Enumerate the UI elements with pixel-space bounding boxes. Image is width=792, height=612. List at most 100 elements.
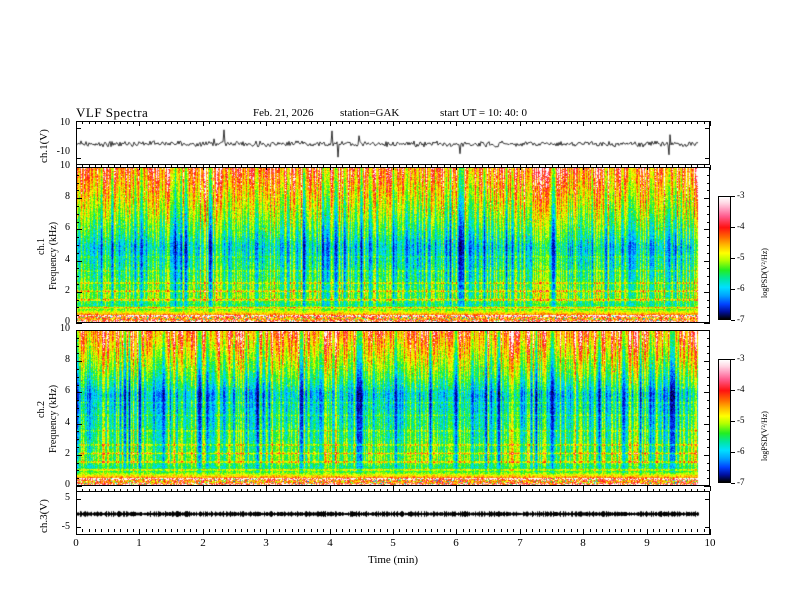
x-minor-tick (691, 529, 692, 532)
p1-bottom-tick (127, 165, 128, 168)
x-minor-tick (387, 529, 388, 532)
p1-bottom-tick (304, 165, 305, 168)
ch1-freq-tickmark-right (704, 323, 710, 324)
ch3-top-tick (672, 488, 673, 491)
ch3-top-tick (323, 488, 324, 491)
colorbar-ch1-tickline (731, 258, 735, 259)
ch3-top-tick (507, 488, 508, 491)
p1-bottom-tick (317, 165, 318, 168)
p1-bottom-tick (577, 165, 578, 168)
p1-bottom-tick (266, 165, 267, 170)
ch3-top-tick (577, 488, 578, 491)
ch3-top-tick (596, 488, 597, 491)
x-minor-tick (304, 529, 305, 532)
x-minor-tick (482, 529, 483, 532)
x-top-tick (139, 121, 140, 126)
ch3-top-tick (209, 488, 210, 491)
x-minor-tick (513, 529, 514, 532)
x-tick-label-4: 4 (327, 537, 333, 549)
x-top-tick (469, 121, 470, 124)
p1-bottom-tick (361, 165, 362, 168)
p1-bottom-tick (653, 165, 654, 168)
ch3-top-tick (437, 488, 438, 491)
p1-bottom-tick (583, 165, 584, 170)
ch1-freq-minor-right (707, 183, 710, 184)
ch1-freq-minor-right (707, 245, 710, 246)
x-minor-tick (114, 529, 115, 532)
ch2-freq-label-2: 2 (65, 448, 70, 459)
x-minor-tick (190, 529, 191, 532)
ch3-top-tick (456, 486, 457, 491)
p1-bottom-tick (545, 165, 546, 168)
x-minor-tick (488, 529, 489, 532)
x-minor-tick (133, 529, 134, 532)
x-top-tick (203, 121, 204, 126)
colorbar-ch1-label: logPSD(V²/Hz) (760, 248, 769, 298)
p1-bottom-tick (539, 165, 540, 168)
p1-bottom-tick (101, 165, 102, 168)
p1-bottom-tick (222, 165, 223, 168)
p1-bottom-tick (425, 165, 426, 168)
header-start-ut: start UT = 10: 40: 0 (440, 107, 527, 119)
x-minor-tick (469, 529, 470, 532)
x-top-tick (273, 121, 274, 124)
p1-bottom-tick (235, 165, 236, 168)
ch1-freq-minor (76, 214, 79, 215)
ch2-freq-tickmark (76, 392, 82, 393)
p1-bottom-tick (114, 165, 115, 168)
x-top-tick (558, 121, 559, 124)
colorbar-ch1-label--5: -5 (737, 252, 745, 262)
ch1-freq-minor (76, 315, 79, 316)
x-top-tick (399, 121, 400, 124)
ch2-freq-label-4: 4 (65, 417, 70, 428)
p1-bottom-tick (196, 165, 197, 168)
p1-bottom-tick (532, 165, 533, 168)
x-top-tick (317, 121, 318, 124)
ch2-freq-minor (76, 377, 79, 378)
x-top-tick (678, 121, 679, 124)
x-minor-tick (311, 529, 312, 532)
p1-bottom-tick (323, 165, 324, 168)
p1-bottom-tick (380, 165, 381, 168)
p1-bottom-tick (355, 165, 356, 168)
colorbar-ch2-label--7: -7 (737, 477, 745, 487)
ch2-freq-tickmark (76, 486, 82, 487)
x-top-tick (640, 121, 641, 124)
ch3-top-tick (710, 486, 711, 491)
ch2-freq-minor-right (707, 416, 710, 417)
x-top-tick (666, 121, 667, 124)
ch1-freq-label-0: 0 (65, 316, 70, 327)
x-major-tick (647, 529, 648, 535)
p1-bottom-tick (247, 165, 248, 168)
ch1-freq-minor-right (707, 307, 710, 308)
p1-bottom-tick (450, 165, 451, 168)
x-minor-tick (412, 529, 413, 532)
ch1-waveform-panel (76, 121, 710, 165)
x-tick-label-3: 3 (263, 537, 269, 549)
colorbar-ch2-tickline (731, 452, 735, 453)
ch3-top-tick (412, 488, 413, 491)
x-minor-tick (177, 529, 178, 532)
volt-tick-right (705, 499, 710, 500)
p1-bottom-tick (520, 165, 521, 170)
x-major-tick (139, 529, 140, 535)
x-top-tick (228, 121, 229, 124)
ch2-freq-minor (76, 338, 79, 339)
p1-bottom-tick (672, 165, 673, 168)
x-minor-tick (165, 529, 166, 532)
ch3-top-tick (76, 486, 77, 491)
ch1-freq-tickmark (76, 292, 82, 293)
ch1-freq-minor-right (707, 300, 710, 301)
x-minor-tick (158, 529, 159, 532)
x-minor-tick (418, 529, 419, 532)
x-top-tick (285, 121, 286, 124)
p1-bottom-tick (634, 165, 635, 168)
x-top-tick (146, 121, 147, 124)
ch3-top-tick (127, 488, 128, 491)
x-top-tick (513, 121, 514, 124)
x-minor-tick (260, 529, 261, 532)
ch3-top-tick (266, 486, 267, 491)
x-top-tick (196, 121, 197, 124)
ch3-top-tick (393, 486, 394, 491)
ch3-top-tick (177, 488, 178, 491)
